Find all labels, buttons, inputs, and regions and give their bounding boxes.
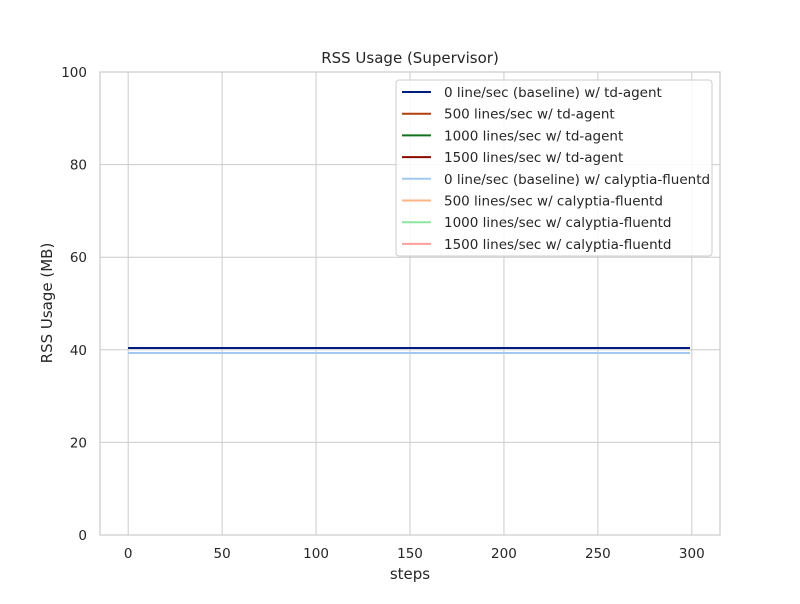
tick-labels: 0 50 100 150 200 250 300 0 20 40 60 80 100 [61, 65, 704, 562]
legend-entry-label: 1500 lines/sec w/ td-agent [444, 150, 623, 166]
x-tick-label: 50 [214, 546, 231, 562]
y-tick-label: 20 [70, 435, 87, 451]
legend-entry-label: 500 lines/sec w/ calyptia-fluentd [444, 194, 663, 210]
y-tick-label: 0 [78, 528, 87, 544]
legend-entry-label: 1500 lines/sec w/ calyptia-fluentd [444, 237, 672, 253]
legend: 0 line/sec (baseline) w/ td-agent 500 lin… [395, 79, 713, 257]
y-tick-label: 60 [70, 250, 87, 266]
legend-entry-label: 1000 lines/sec w/ calyptia-fluentd [444, 215, 672, 231]
x-tick-label: 0 [124, 546, 133, 562]
x-tick-label: 150 [397, 546, 423, 562]
legend-entry-label: 1000 lines/sec w/ td-agent [444, 128, 623, 144]
y-tick-label: 40 [70, 343, 87, 359]
y-tick-label: 100 [61, 65, 87, 81]
x-tick-label: 200 [491, 546, 517, 562]
plot-frame [99, 71, 721, 536]
x-axis-label: steps [390, 565, 430, 583]
y-axis-label: RSS Usage (MB) [38, 243, 56, 364]
legend-box [395, 79, 713, 257]
x-tick-label: 250 [585, 546, 611, 562]
series-lines [128, 346, 690, 355]
x-tick-label: 300 [679, 546, 705, 562]
x-tick-label: 100 [303, 546, 329, 562]
y-tick-label: 80 [70, 158, 87, 174]
chart-title: RSS Usage (Supervisor) [321, 49, 499, 67]
legend-entry-label: 0 line/sec (baseline) w/ calyptia-fluent… [444, 172, 710, 188]
legend-entry-label: 500 lines/sec w/ td-agent [444, 107, 615, 123]
legend-entry-label: 0 line/sec (baseline) w/ td-agent [444, 85, 662, 101]
